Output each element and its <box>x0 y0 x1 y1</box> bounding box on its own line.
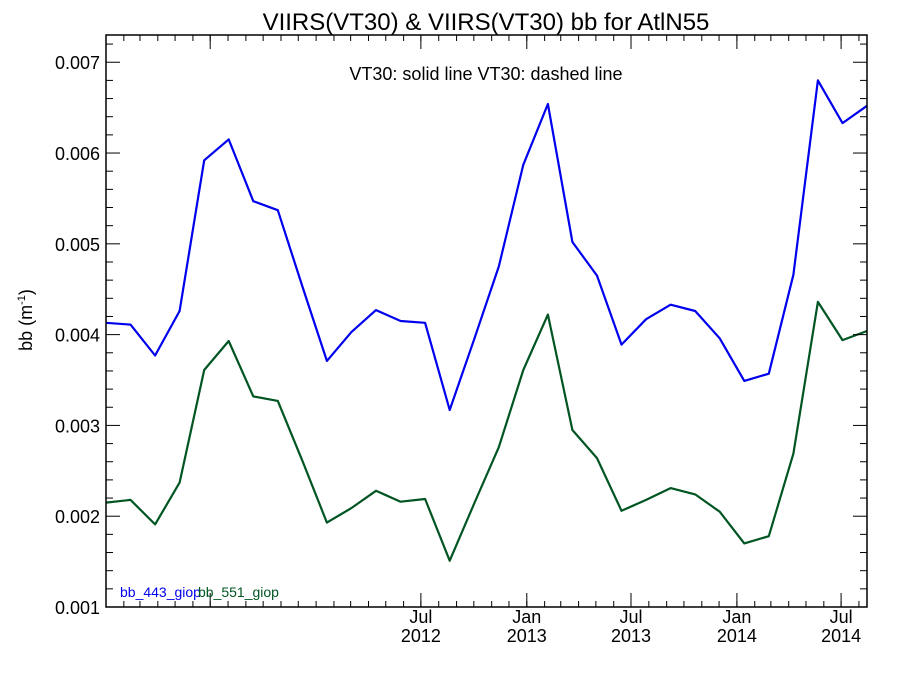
x-tick-year-1: 2012 <box>401 626 441 646</box>
x-tick-month-2: Jan <box>512 607 541 627</box>
y-tick-label-6: 0.007 <box>55 53 100 73</box>
y-axis-label: bb (m-1) <box>16 289 36 351</box>
plot-frame <box>105 34 868 608</box>
y-tick-label-0: 0.001 <box>55 598 100 618</box>
y-tick-label-2: 0.003 <box>55 416 100 436</box>
x-tick-month-1: Jul <box>409 607 432 627</box>
series-line-bb-551-giop <box>105 300 868 562</box>
y-tick-label-5: 0.006 <box>55 144 100 164</box>
x-tick-month-5: Jul <box>830 607 853 627</box>
legend-entry-bb-443: bb_443_giop <box>120 584 201 600</box>
legend-entry-bb-551: bb_551_giop <box>198 584 279 600</box>
series-line-bb-443-giop <box>105 79 868 412</box>
series-layer <box>105 79 868 562</box>
line-style-annotation: VT30: solid line VT30: dashed line <box>349 64 622 84</box>
y-tick-label-4: 0.005 <box>55 235 100 255</box>
y-tick-label-3: 0.004 <box>55 326 100 346</box>
y-tick-label-1: 0.002 <box>55 507 100 527</box>
x-tick-year-5: 2014 <box>821 626 861 646</box>
x-tick-year-3: 2013 <box>611 626 651 646</box>
axis-layer: 0.0010.0020.0030.0040.0050.0060.007Jul20… <box>55 35 867 646</box>
x-tick-month-3: Jul <box>619 607 642 627</box>
x-tick-month-4: Jan <box>722 607 751 627</box>
x-tick-year-4: 2014 <box>717 626 757 646</box>
x-tick-year-2: 2013 <box>507 626 547 646</box>
chart-title: VIIRS(VT30) & VIIRS(VT30) bb for AtlN55 <box>263 9 710 36</box>
